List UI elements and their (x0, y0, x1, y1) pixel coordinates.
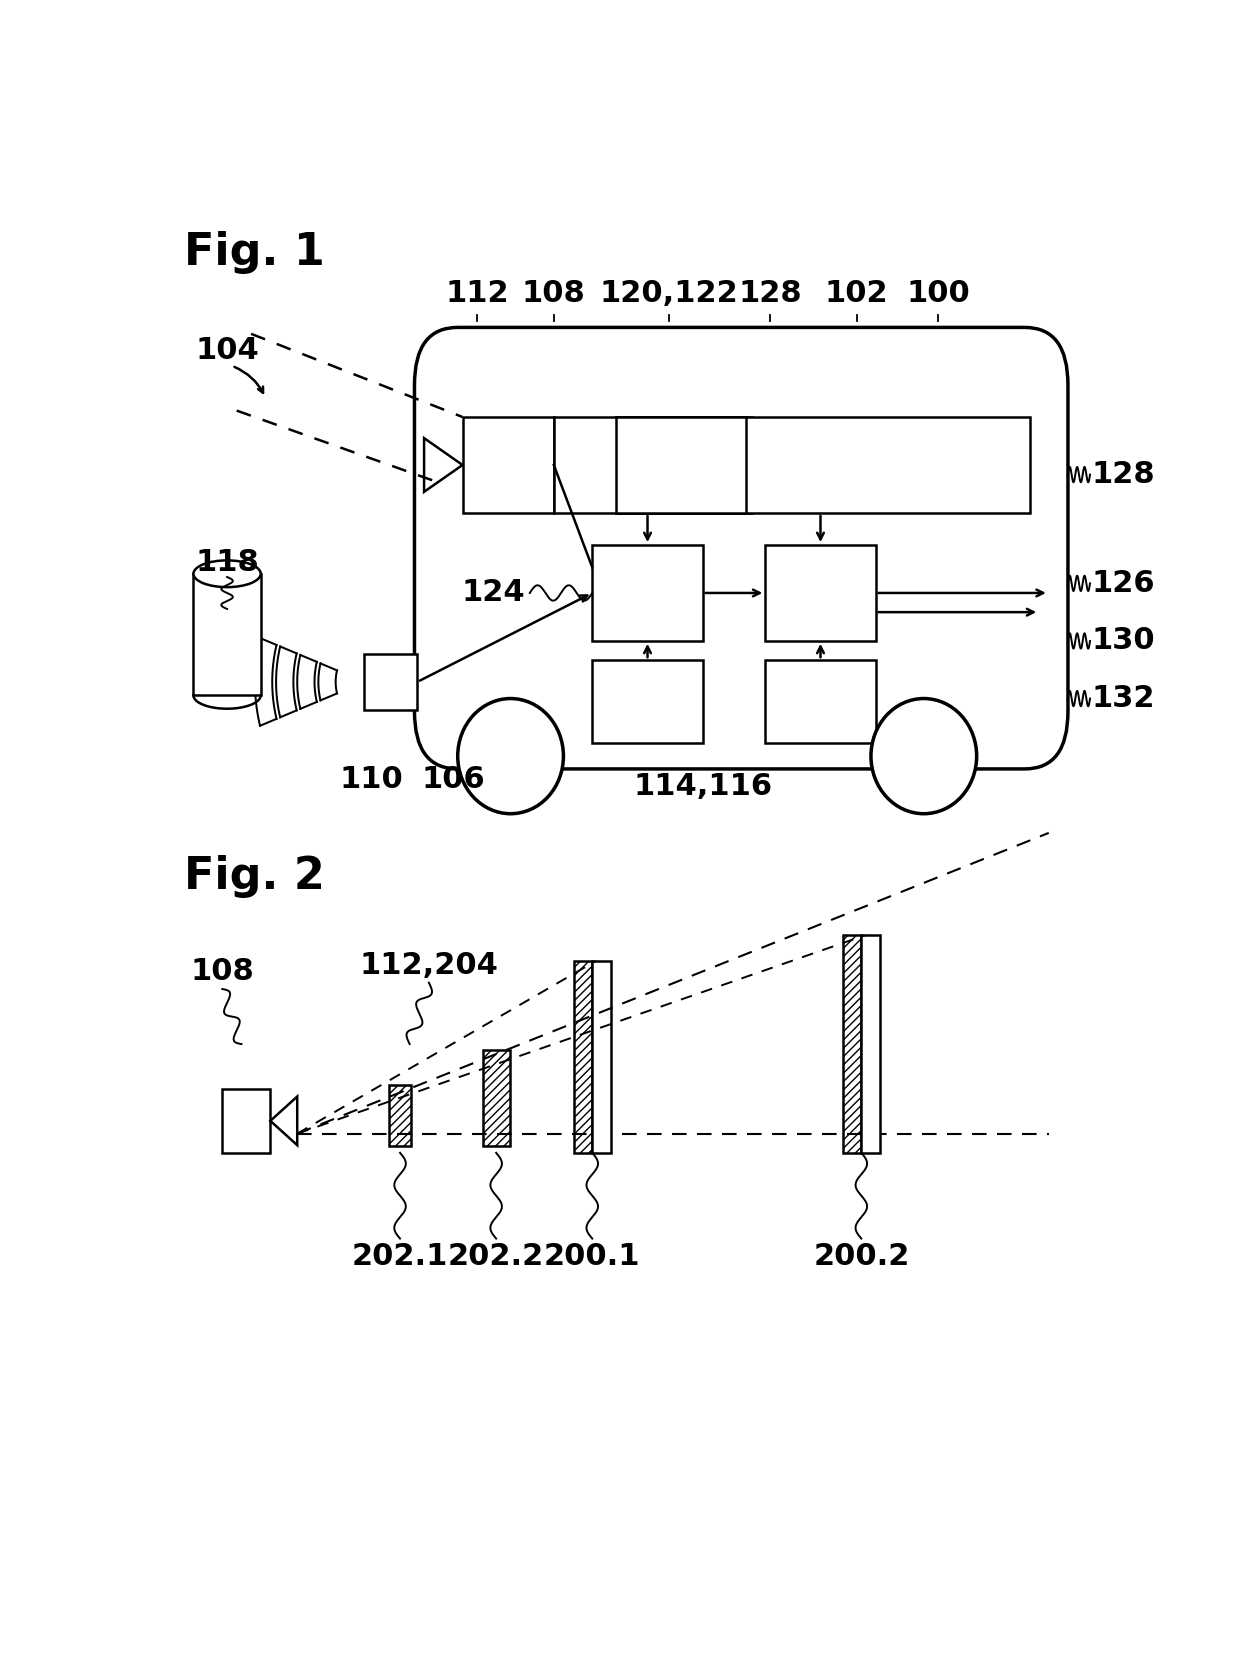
Text: 110: 110 (340, 765, 403, 794)
FancyBboxPatch shape (765, 545, 875, 642)
Text: 108: 108 (522, 279, 585, 307)
FancyBboxPatch shape (593, 660, 703, 743)
Text: 104: 104 (195, 336, 259, 366)
FancyBboxPatch shape (593, 545, 703, 642)
Bar (574, 961, 593, 1153)
Text: 130: 130 (1092, 627, 1156, 655)
Text: 124: 124 (461, 578, 525, 607)
Polygon shape (270, 1097, 298, 1145)
Ellipse shape (193, 560, 260, 587)
Text: 106: 106 (422, 765, 485, 794)
FancyBboxPatch shape (554, 417, 1029, 514)
Text: Fig. 2: Fig. 2 (184, 854, 325, 897)
Text: 132: 132 (1092, 685, 1156, 713)
Ellipse shape (870, 698, 977, 814)
Polygon shape (424, 439, 463, 492)
Text: 128: 128 (738, 279, 802, 307)
FancyBboxPatch shape (616, 417, 751, 514)
Bar (389, 1085, 410, 1147)
Text: 112: 112 (445, 279, 508, 307)
FancyBboxPatch shape (365, 653, 418, 710)
Text: 200.1: 200.1 (544, 1243, 641, 1271)
FancyBboxPatch shape (765, 660, 875, 743)
Text: 202.2: 202.2 (448, 1243, 544, 1271)
Text: 120,122: 120,122 (600, 279, 739, 307)
Text: 118: 118 (195, 547, 259, 577)
Bar (593, 961, 610, 1153)
Text: 112,204: 112,204 (360, 951, 498, 981)
Text: 126: 126 (1092, 568, 1156, 598)
Text: 100: 100 (906, 279, 970, 307)
Text: 200.2: 200.2 (813, 1243, 909, 1271)
Text: 128: 128 (1092, 460, 1156, 489)
FancyBboxPatch shape (193, 573, 260, 695)
FancyBboxPatch shape (414, 327, 1068, 770)
Text: 202.1: 202.1 (352, 1243, 448, 1271)
Bar (482, 1050, 510, 1147)
Ellipse shape (458, 698, 563, 814)
Bar (843, 936, 862, 1153)
Text: 114,116: 114,116 (634, 771, 773, 801)
Text: 108: 108 (191, 957, 254, 987)
FancyBboxPatch shape (222, 1089, 270, 1153)
Text: Fig. 1: Fig. 1 (184, 231, 325, 274)
FancyBboxPatch shape (463, 417, 554, 514)
Text: 102: 102 (825, 279, 888, 307)
Bar (862, 936, 879, 1153)
FancyBboxPatch shape (616, 417, 746, 514)
